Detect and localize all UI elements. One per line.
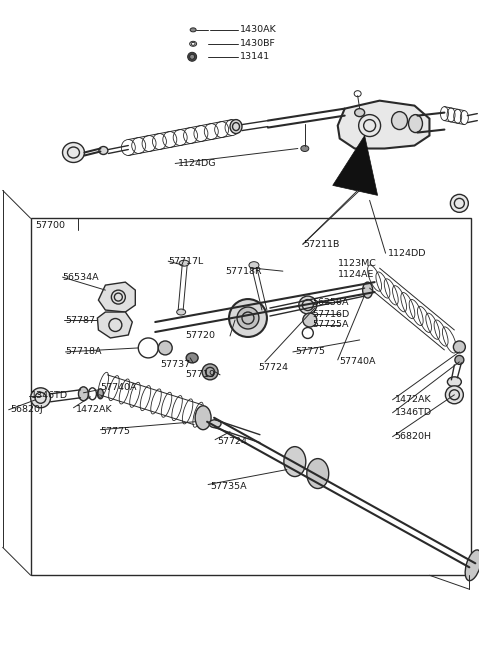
Ellipse shape	[447, 377, 461, 387]
Ellipse shape	[186, 353, 198, 363]
Ellipse shape	[249, 262, 259, 269]
Bar	[31, 218, 471, 575]
Text: 57211B: 57211B	[303, 239, 339, 249]
Text: 57720: 57720	[185, 332, 215, 341]
Text: 57725A: 57725A	[313, 321, 349, 330]
Text: 57717L: 57717L	[168, 257, 204, 265]
Text: 57787: 57787	[65, 315, 96, 324]
Polygon shape	[333, 136, 378, 195]
Ellipse shape	[307, 459, 329, 489]
Ellipse shape	[99, 147, 108, 154]
Ellipse shape	[299, 296, 317, 314]
Polygon shape	[98, 282, 135, 312]
Ellipse shape	[455, 356, 464, 364]
Ellipse shape	[284, 447, 306, 476]
Ellipse shape	[303, 313, 317, 327]
Ellipse shape	[31, 388, 50, 408]
Text: 57719: 57719	[185, 371, 215, 380]
Polygon shape	[338, 101, 430, 149]
Ellipse shape	[195, 406, 211, 430]
Text: 57718A: 57718A	[65, 347, 102, 356]
Ellipse shape	[190, 28, 196, 32]
Text: 56534A: 56534A	[62, 273, 99, 282]
Text: 57775: 57775	[100, 427, 131, 436]
Ellipse shape	[230, 119, 242, 134]
Ellipse shape	[465, 550, 480, 581]
Text: 1124AE: 1124AE	[338, 269, 374, 278]
Polygon shape	[97, 312, 132, 338]
Ellipse shape	[158, 341, 172, 355]
Ellipse shape	[202, 364, 218, 380]
Ellipse shape	[450, 195, 468, 212]
Text: 1430BF: 1430BF	[240, 40, 276, 48]
Ellipse shape	[301, 145, 309, 151]
Ellipse shape	[190, 55, 194, 59]
Ellipse shape	[62, 143, 84, 162]
Text: 1123MC: 1123MC	[338, 259, 377, 267]
Text: 1124DG: 1124DG	[178, 159, 216, 168]
Ellipse shape	[179, 260, 189, 266]
Ellipse shape	[78, 387, 88, 401]
Ellipse shape	[454, 341, 465, 353]
Text: 57735A: 57735A	[210, 482, 247, 491]
Text: 57718R: 57718R	[225, 267, 262, 276]
Text: 56250A: 56250A	[313, 297, 349, 306]
Text: 56820H: 56820H	[395, 432, 432, 441]
Ellipse shape	[355, 108, 365, 117]
Text: 1346TD: 1346TD	[31, 391, 68, 400]
Text: 57737: 57737	[160, 360, 191, 369]
Text: 56820J: 56820J	[11, 405, 43, 414]
Text: 57740A: 57740A	[100, 384, 137, 392]
Text: 1346TD: 1346TD	[395, 408, 432, 417]
Ellipse shape	[363, 282, 372, 298]
Text: 57740A: 57740A	[340, 358, 376, 367]
Ellipse shape	[188, 53, 197, 61]
Text: 1430AK: 1430AK	[240, 25, 277, 34]
Ellipse shape	[229, 299, 267, 337]
Ellipse shape	[97, 389, 103, 398]
Text: 1472AK: 1472AK	[75, 405, 112, 414]
Ellipse shape	[392, 112, 408, 130]
Text: 57716D: 57716D	[313, 310, 350, 319]
Text: 57724: 57724	[217, 437, 247, 446]
Text: 57775: 57775	[295, 347, 325, 356]
Ellipse shape	[445, 386, 463, 404]
Ellipse shape	[408, 115, 422, 132]
Text: 13141: 13141	[240, 53, 270, 61]
Ellipse shape	[209, 420, 221, 428]
Ellipse shape	[237, 307, 259, 329]
Text: 57724: 57724	[258, 363, 288, 373]
Text: 1472AK: 1472AK	[395, 395, 431, 404]
Text: 57700: 57700	[36, 221, 66, 230]
Ellipse shape	[177, 309, 186, 315]
Text: 1124DD: 1124DD	[387, 249, 426, 258]
